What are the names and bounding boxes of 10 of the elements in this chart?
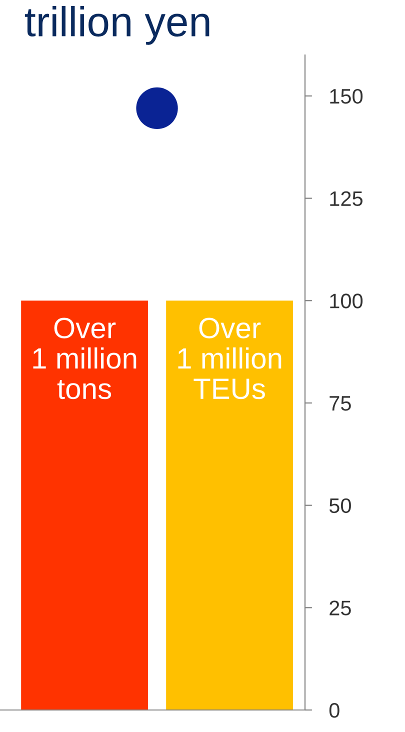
- y-tick-label: 25: [330, 600, 351, 616]
- x-tick-label: Over 1 million TEUs: [178, 318, 282, 400]
- x-tick-label: Over 1 million tons: [33, 318, 136, 400]
- y-tick-label: 75: [330, 396, 351, 411]
- chart-title: trillion yen: [24, 6, 210, 45]
- y-tick-label: 0: [329, 703, 340, 718]
- y-tick-label: 150: [330, 88, 363, 104]
- y-tick-label: 125: [330, 191, 362, 206]
- y-tick-label: 100: [330, 294, 363, 308]
- y-tick-label: 50: [329, 498, 351, 514]
